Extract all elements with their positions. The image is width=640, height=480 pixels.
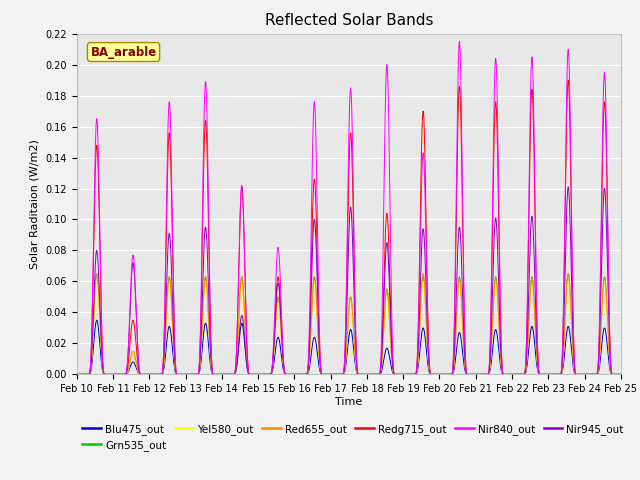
- Y-axis label: Solar Raditaion (W/m2): Solar Raditaion (W/m2): [30, 139, 40, 269]
- Title: Reflected Solar Bands: Reflected Solar Bands: [264, 13, 433, 28]
- Text: BA_arable: BA_arable: [90, 46, 157, 59]
- Legend: Blu475_out, Grn535_out, Yel580_out, Red655_out, Redg715_out, Nir840_out, Nir945_: Blu475_out, Grn535_out, Yel580_out, Red6…: [82, 424, 624, 451]
- X-axis label: Time: Time: [335, 397, 362, 407]
